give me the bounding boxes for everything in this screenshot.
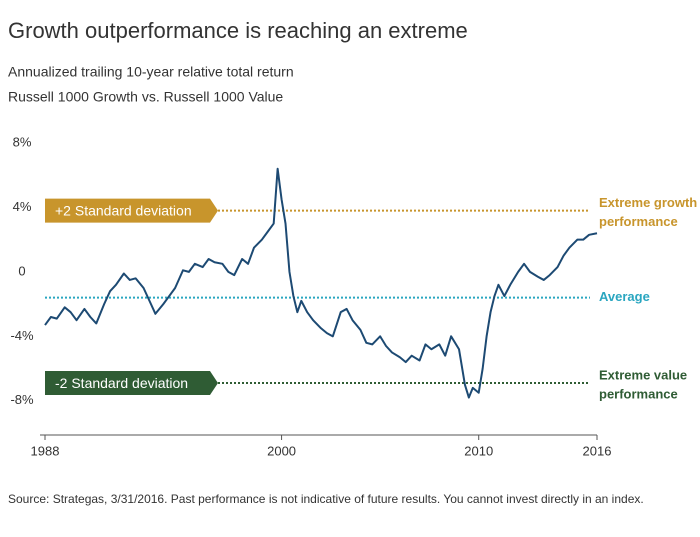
x-tick-label: 2010 <box>464 443 493 458</box>
y-tick-label: 8% <box>13 134 32 149</box>
y-tick-label: -4% <box>10 328 34 343</box>
x-tick-label: 2000 <box>267 443 296 458</box>
y-tick-label: 4% <box>13 199 32 214</box>
y-tick-label: -8% <box>10 392 34 407</box>
annotation-box <box>45 371 218 396</box>
y-tick-label: 0 <box>18 263 25 278</box>
chart-subtitle: Russell 1000 Growth vs. Russell 1000 Val… <box>8 89 283 105</box>
annotation-box <box>45 198 218 223</box>
annotation-box-label: +2 Standard deviation <box>55 202 192 218</box>
data-line <box>44 167 598 399</box>
x-tick-label: 2016 <box>583 443 612 458</box>
reference-label: Average <box>599 289 650 304</box>
reference-label: Extreme growth <box>599 195 697 210</box>
chart-title: Growth outperformance is reaching an ext… <box>8 18 468 43</box>
source-note: Source: Strategas, 3/31/2016. Past perfo… <box>8 492 644 506</box>
chart-subtitle: Annualized trailing 10-year relative tot… <box>8 64 294 80</box>
reference-label: performance <box>599 214 678 229</box>
reference-label: performance <box>599 386 678 401</box>
x-tick-label: 1988 <box>31 443 60 458</box>
annotation-box-label: -2 Standard deviation <box>55 375 188 391</box>
reference-label: Extreme value <box>599 367 687 382</box>
